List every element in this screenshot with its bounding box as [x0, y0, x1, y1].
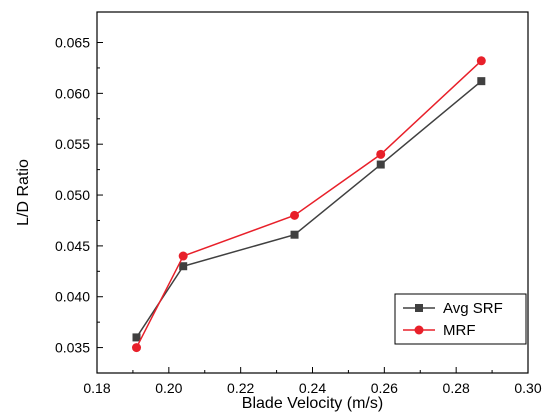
data-point-circle — [178, 251, 188, 261]
y-tick-label: 0.060 — [55, 85, 90, 101]
y-tick-label: 0.055 — [55, 136, 90, 152]
x-tick-label: 0.24 — [299, 380, 326, 396]
x-tick-label: 0.22 — [227, 380, 254, 396]
legend-marker-square — [415, 304, 423, 312]
x-axis-title: Blade Velocity (m/s) — [242, 395, 383, 412]
y-tick-label: 0.040 — [55, 289, 90, 305]
x-tick-label: 0.28 — [443, 380, 470, 396]
data-point-circle — [376, 149, 386, 159]
legend-marker-circle — [414, 325, 424, 335]
legend-label-2: MRF — [443, 322, 476, 339]
axes: 0.18 0.20 0.22 0.24 0.26 0.28 0.30 0.035 0.040 0.… — [55, 11, 542, 396]
series-layer — [132, 56, 486, 353]
data-point-circle — [132, 343, 142, 353]
x-tick-label: 0.20 — [155, 380, 182, 396]
x-tick-label: 0.26 — [371, 380, 398, 396]
y-tick-label: 0.050 — [55, 187, 90, 203]
data-point-circle — [476, 56, 486, 66]
x-tick-label: 0.30 — [514, 380, 541, 396]
y-tick-label: 0.045 — [55, 238, 90, 254]
legend: Avg SRF MRF — [394, 293, 527, 345]
data-point-square — [179, 262, 188, 271]
legend-label-1: Avg SRF — [443, 300, 503, 317]
data-point-circle — [290, 210, 300, 220]
data-point-square — [132, 333, 141, 342]
y-axis-title: L/D Ratio — [15, 159, 32, 226]
data-point-square — [376, 160, 385, 169]
data-point-square — [290, 230, 299, 239]
y-tick-label: 0.035 — [55, 340, 90, 356]
legend-box — [394, 293, 527, 345]
y-tick-label: 0.065 — [55, 35, 90, 51]
x-tick-label: 0.18 — [83, 380, 110, 396]
data-point-square — [477, 77, 486, 86]
